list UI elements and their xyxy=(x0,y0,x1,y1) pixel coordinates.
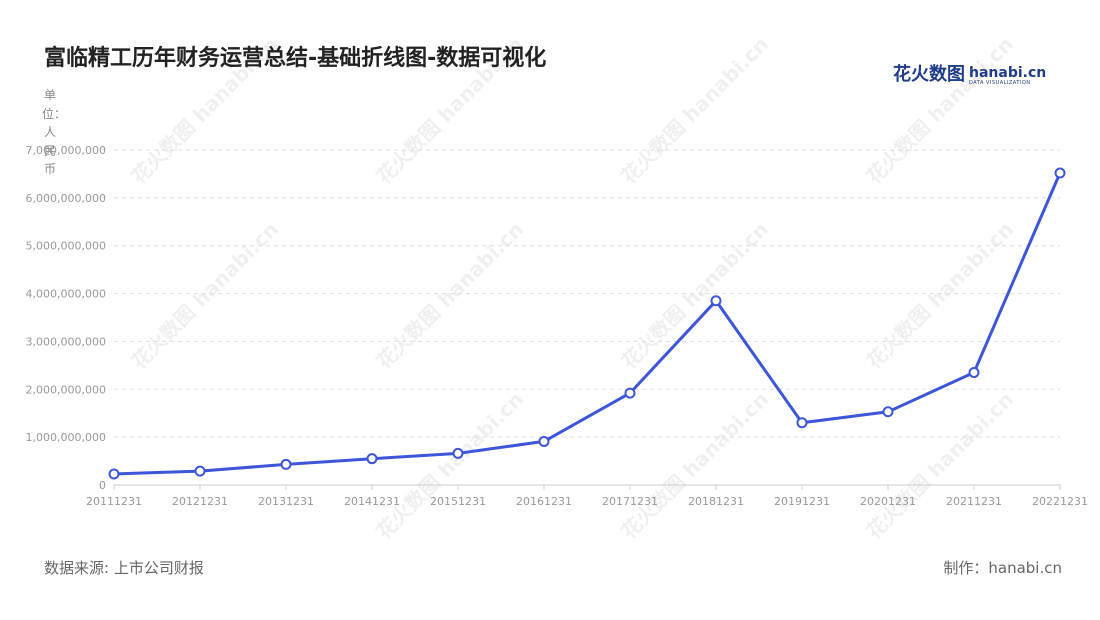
watermark-text: 花火数图 hanabi.cn xyxy=(617,32,773,188)
maker-credit: 制作：hanabi.cn xyxy=(943,559,1062,577)
brand-logo: 花火数图 hanabi.cn DATA VISUALIZATION xyxy=(893,60,1046,86)
grid-lines xyxy=(114,149,1060,438)
y-tick-label: 2,000,000,000 xyxy=(26,383,106,396)
data-point xyxy=(624,387,636,399)
data-point xyxy=(280,458,292,470)
x-tick-label: 20161231 xyxy=(516,495,572,508)
x-tick-label: 20191231 xyxy=(774,495,830,508)
y-tick-label: 3,000,000,000 xyxy=(26,335,106,348)
y-tick-label: 0 xyxy=(99,479,106,492)
watermark-text: 花火数图 hanabi.cn xyxy=(862,217,1018,373)
watermark-text: 花火数图 hanabi.cn xyxy=(862,32,1018,188)
data-point xyxy=(882,406,894,418)
y-tick-label: 1,000,000,000 xyxy=(26,431,106,444)
watermark-text: 花火数图 hanabi.cn xyxy=(617,387,773,543)
x-tick-label: 20151231 xyxy=(430,495,486,508)
y-tick-label: 4,000,000,000 xyxy=(26,288,106,301)
x-tick-label: 20111231 xyxy=(86,495,142,508)
data-point xyxy=(194,465,206,477)
y-tick-label: 7,000,000,000 xyxy=(26,144,106,157)
x-tick-label: 20171231 xyxy=(602,495,658,508)
x-tick-label: 20221231 xyxy=(1032,495,1088,508)
data-point xyxy=(796,417,808,429)
data-point xyxy=(968,367,980,379)
y-axis-ticks: 0 1,000,000,000 2,000,000,000 3,000,000,000… xyxy=(26,144,106,492)
logo-en-text: hanabi.cn xyxy=(969,65,1047,81)
logo-cn-text: 花火数图 xyxy=(893,64,965,85)
watermark-text: 花火数图 hanabi.cn xyxy=(372,217,528,373)
data-point xyxy=(1054,167,1066,179)
data-point xyxy=(108,468,120,480)
data-point xyxy=(538,435,550,447)
data-points xyxy=(108,167,1066,480)
series-line xyxy=(113,172,1062,476)
watermark-text: 花火数图 hanabi.cn xyxy=(372,32,528,188)
chart-title: 富临精工历年财务运营总结-基础折线图-数据可视化 xyxy=(44,46,547,71)
x-tick-label: 20211231 xyxy=(946,495,1002,508)
y-tick-label: 5,000,000,000 xyxy=(26,240,106,253)
x-tick-label: 20181231 xyxy=(688,495,744,508)
x-tick-label: 20131231 xyxy=(258,495,314,508)
x-tick-label: 20121231 xyxy=(172,495,228,508)
watermark-text: 花火数图 hanabi.cn xyxy=(127,217,283,373)
x-axis-ticks: 20111231 20121231 20131231 20141231 20151231… xyxy=(86,485,1088,508)
x-tick-label: 20141231 xyxy=(344,495,400,508)
x-tick-label: 20201231 xyxy=(860,495,916,508)
watermark-text: 花火数图 hanabi.cn xyxy=(372,387,528,543)
data-source: 数据来源: 上市公司财报 xyxy=(44,559,204,577)
logo-en-block: hanabi.cn DATA VISUALIZATION xyxy=(969,66,1046,86)
logo-sub-text: DATA VISUALIZATION xyxy=(969,80,1031,86)
data-point xyxy=(452,447,464,459)
data-point xyxy=(366,453,378,465)
watermark-text: 花火数图 hanabi.cn xyxy=(127,32,283,188)
y-tick-label: 6,000,000,000 xyxy=(26,192,106,205)
data-point xyxy=(710,295,722,307)
